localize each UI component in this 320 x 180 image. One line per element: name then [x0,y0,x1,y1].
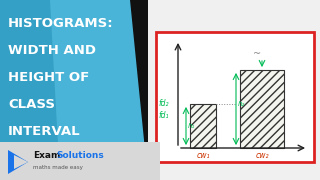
Text: fd₂: fd₂ [158,100,169,109]
Text: maths made easy: maths made easy [33,165,83,170]
Text: WIDTH AND: WIDTH AND [8,44,96,57]
Text: Exam: Exam [33,152,60,161]
Text: HEIGHT OF: HEIGHT OF [8,71,89,84]
Bar [190,104,216,148]
Polygon shape [0,0,148,180]
Bar [0,142,160,180]
Text: h₂: h₂ [238,101,245,107]
Polygon shape [8,150,28,174]
Text: h₁: h₁ [188,123,195,129]
Text: INTERVAL: INTERVAL [8,125,81,138]
Text: CLASS: CLASS [8,98,55,111]
Text: Solutions: Solutions [56,152,104,161]
Bar [240,70,284,148]
Text: HISTOGRAMS:: HISTOGRAMS: [8,17,114,30]
Text: cw₂: cw₂ [255,152,269,161]
Bar [148,0,320,180]
Text: cw₁: cw₁ [196,152,210,161]
Polygon shape [0,0,60,180]
Polygon shape [14,155,28,169]
Text: ~: ~ [253,49,261,59]
Text: fd₁: fd₁ [158,111,169,120]
Bar [156,32,314,162]
